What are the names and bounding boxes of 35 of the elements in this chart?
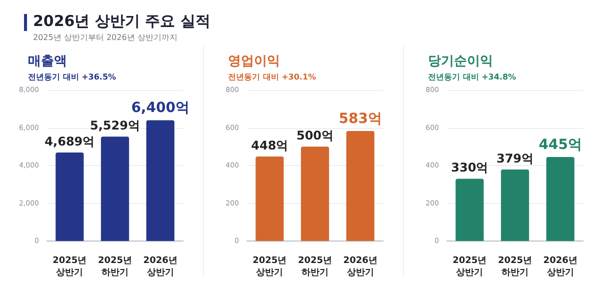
chart-title: 당기순이익 xyxy=(428,54,493,69)
data-label: 448억 xyxy=(251,138,288,152)
data-label: 445억 xyxy=(538,137,582,154)
data-label: 4,689억 xyxy=(44,134,95,148)
data-label: 5,529억 xyxy=(90,118,140,133)
chart-subtitle: 전년동기 대비 +36.5% xyxy=(28,72,116,82)
bar xyxy=(346,130,374,241)
data-label: 500억 xyxy=(296,128,334,143)
chart-subtitle: 전년동기 대비 +34.8% xyxy=(428,72,516,82)
x-tick-label: 2025년 하반기 xyxy=(298,256,332,278)
chart-title: 영업이익 xyxy=(228,54,280,69)
bar xyxy=(256,156,284,241)
x-tick-label: 2026년 상반기 xyxy=(343,256,378,278)
bar xyxy=(546,157,574,241)
x-tick-label: 2025년 상반기 xyxy=(52,256,87,278)
chart-title: 매출액 xyxy=(28,54,67,69)
x-tick-label: 2026년 상반기 xyxy=(143,256,178,278)
data-label: 330억 xyxy=(451,160,488,175)
bar xyxy=(146,120,174,241)
bar xyxy=(100,136,130,241)
bar xyxy=(56,152,84,241)
bar xyxy=(500,169,530,241)
chart-subtitle: 전년동기 대비 +30.1% xyxy=(228,72,316,82)
x-tick-label: 2025년 하반기 xyxy=(498,256,532,278)
x-tick-label: 2025년 하반기 xyxy=(98,256,132,278)
x-tick-label: 2025년 상반기 xyxy=(252,256,287,278)
data-label: 583억 xyxy=(338,110,382,127)
x-tick-label: 2026년 상반기 xyxy=(543,256,578,278)
text: 2025년 상반기부터 2026년 상반기까지 xyxy=(33,32,178,43)
bar xyxy=(300,146,330,241)
x-tick-label: 2025년 상반기 xyxy=(452,256,487,278)
data-label: 6,400억 xyxy=(131,100,190,116)
text: 2026년 상반기 주요 실적 xyxy=(33,12,210,31)
bar xyxy=(456,178,484,241)
data-label: 379억 xyxy=(496,151,534,166)
